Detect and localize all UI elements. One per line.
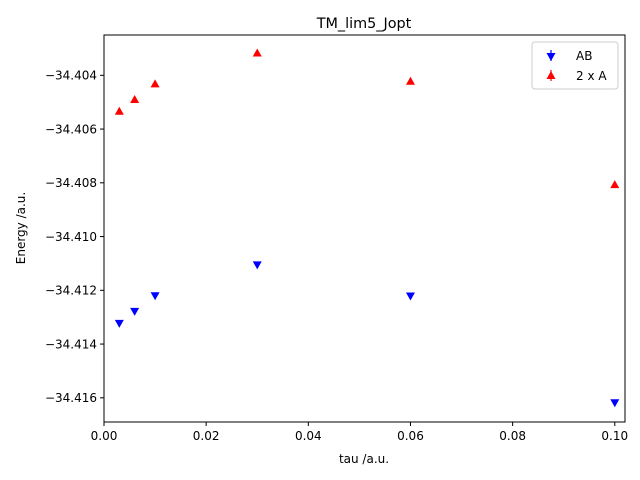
data-point xyxy=(150,79,160,88)
data-point xyxy=(610,180,620,189)
data-point xyxy=(405,76,415,85)
data-point xyxy=(114,319,124,328)
y-tick-label: −34.404 xyxy=(45,69,97,83)
x-tick-label: 0.08 xyxy=(499,429,526,443)
y-tick-label: −34.416 xyxy=(45,391,97,405)
legend: AB 2 x A xyxy=(531,41,619,90)
data-point xyxy=(405,292,415,301)
axes-frame xyxy=(103,34,626,423)
plot-area xyxy=(114,48,620,408)
x-tick-label: 0.04 xyxy=(295,429,322,443)
data-point xyxy=(130,307,140,316)
legend-marker-2xa xyxy=(546,71,556,79)
series-2xa xyxy=(114,48,620,189)
y-tick-label: −34.406 xyxy=(45,122,97,136)
y-tick-label: −34.408 xyxy=(45,176,97,190)
x-tick-label: 0.00 xyxy=(91,429,118,443)
data-point xyxy=(252,48,262,57)
data-point xyxy=(252,261,262,270)
chart-title: TM_lim5_Jopt xyxy=(316,16,412,32)
y-axis: −34.404 −34.406 −34.408 −34.410 −34.412 −34.4… xyxy=(45,69,104,405)
legend-label-ab: AB xyxy=(576,49,592,63)
data-point xyxy=(610,399,620,408)
legend-item-2xa: 2 x A xyxy=(546,69,607,83)
y-tick-label: −34.412 xyxy=(45,284,97,298)
x-axis: 0.00 0.02 0.04 0.06 0.08 0.10 xyxy=(91,422,628,443)
x-tick-label: 0.06 xyxy=(397,429,424,443)
x-tick-label: 0.02 xyxy=(193,429,220,443)
x-axis-label: tau /a.u. xyxy=(339,452,389,466)
legend-item-ab: AB xyxy=(546,49,592,63)
series-ab xyxy=(114,261,620,408)
data-point xyxy=(150,292,160,301)
data-point xyxy=(130,94,140,103)
x-tick-label: 0.10 xyxy=(601,429,628,443)
data-point xyxy=(114,106,124,115)
y-tick-label: −34.410 xyxy=(45,230,97,244)
legend-marker-ab xyxy=(546,53,556,61)
y-axis-label: Energy /a.u. xyxy=(14,192,28,264)
y-tick-label: −34.414 xyxy=(45,337,97,351)
legend-label-2xa: 2 x A xyxy=(576,69,607,83)
